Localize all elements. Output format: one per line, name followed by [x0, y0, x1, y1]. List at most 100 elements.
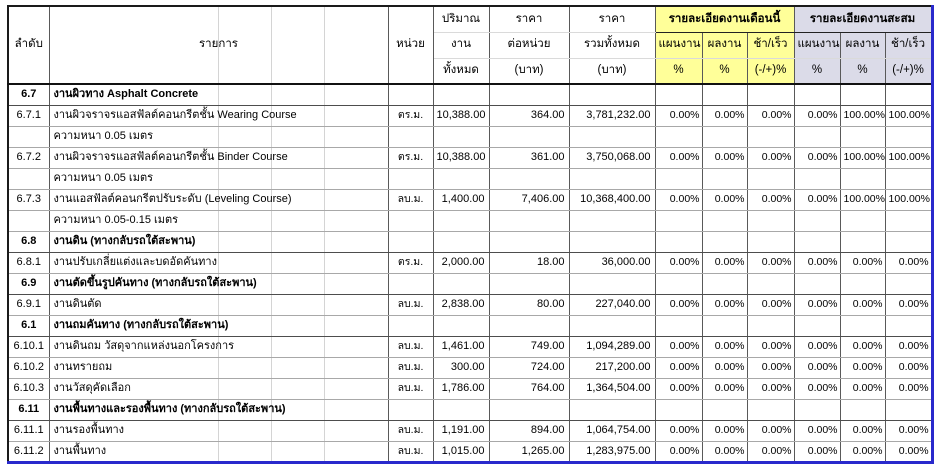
cell-total[interactable]	[568, 272, 656, 295]
cell-c_actual[interactable]: 100.00%	[839, 104, 886, 127]
cell-c_diff[interactable]: 0.00%	[884, 419, 933, 442]
cell-no[interactable]: 6.1	[7, 314, 50, 337]
cell-no[interactable]	[7, 209, 50, 232]
cell-c_diff[interactable]	[884, 125, 933, 148]
cell-c_actual[interactable]: 100.00%	[839, 188, 886, 211]
cell-m_diff[interactable]	[746, 209, 795, 232]
cell-qty[interactable]	[432, 125, 490, 148]
cell-m_diff[interactable]	[746, 167, 795, 190]
cell-qty[interactable]: 2,838.00	[432, 293, 490, 316]
col-header-month-plan[interactable]: แผนงาน	[654, 31, 703, 59]
cell-c_diff[interactable]	[884, 398, 933, 421]
cell-m_actual[interactable]	[701, 398, 748, 421]
cell-item[interactable]: งานแอสฟัลต์คอนกรีตปรับระดับ (Leveling Co…	[48, 188, 389, 211]
cell-unit[interactable]: ตร.ม.	[387, 104, 434, 127]
cell-qty[interactable]: 1,400.00	[432, 188, 490, 211]
cell-m_actual[interactable]: 0.00%	[701, 104, 748, 127]
group-header-cumulative[interactable]: รายละเอียดงานสะสม	[793, 5, 933, 33]
cell-c_actual[interactable]	[839, 167, 886, 190]
cell-qty[interactable]: 1,786.00	[432, 377, 490, 400]
cell-unit_price[interactable]: 18.00	[488, 251, 570, 274]
cell-m_plan[interactable]: 0.00%	[654, 356, 703, 379]
cell-item[interactable]: งานทรายถม	[48, 356, 389, 379]
cell-unit[interactable]	[387, 398, 434, 421]
cell-m_diff[interactable]: 0.00%	[746, 335, 795, 358]
cell-c_plan[interactable]	[793, 314, 841, 337]
cell-qty[interactable]	[432, 83, 490, 106]
cell-c_plan[interactable]: 0.00%	[793, 146, 841, 169]
cell-no[interactable]: 6.8.1	[7, 251, 50, 274]
cell-m_actual[interactable]: 0.00%	[701, 293, 748, 316]
cell-unit_price[interactable]: 724.00	[488, 356, 570, 379]
cell-m_actual[interactable]	[701, 314, 748, 337]
cell-unit_price[interactable]	[488, 314, 570, 337]
cell-c_actual[interactable]: 0.00%	[839, 335, 886, 358]
cell-c_actual[interactable]: 100.00%	[839, 146, 886, 169]
cell-c_plan[interactable]	[793, 398, 841, 421]
cell-qty[interactable]	[432, 230, 490, 253]
col-header-month-actual[interactable]: ผลงาน	[701, 31, 748, 59]
cell-c_diff[interactable]	[884, 83, 933, 106]
cell-item[interactable]: งานถมคันทาง (ทางกลับรถใต้สะพาน)	[48, 314, 389, 337]
cell-total[interactable]: 10,368,400.00	[568, 188, 656, 211]
cell-unit_price[interactable]	[488, 125, 570, 148]
cell-item[interactable]: ความหนา 0.05-0.15 เมตร	[48, 209, 389, 232]
cell-m_plan[interactable]: 0.00%	[654, 293, 703, 316]
cell-total[interactable]: 1,094,289.00	[568, 335, 656, 358]
cell-c_actual[interactable]: 0.00%	[839, 377, 886, 400]
cell-c_diff[interactable]	[884, 209, 933, 232]
cell-c_plan[interactable]: 0.00%	[793, 377, 841, 400]
cell-c_diff[interactable]	[884, 230, 933, 253]
cell-unit[interactable]: ลบ.ม.	[387, 356, 434, 379]
cell-unit_price[interactable]: 749.00	[488, 335, 570, 358]
cell-total[interactable]	[568, 230, 656, 253]
cell-m_plan[interactable]: 0.00%	[654, 251, 703, 274]
col-header-cum-diff[interactable]: ช้า/เร็ว	[884, 31, 933, 59]
cell-item[interactable]: ความหนา 0.05 เมตร	[48, 125, 389, 148]
cell-m_actual[interactable]: 0.00%	[701, 188, 748, 211]
cell-item[interactable]: งานดินตัด	[48, 293, 389, 316]
cell-m_diff[interactable]	[746, 398, 795, 421]
cell-unit[interactable]	[387, 230, 434, 253]
cell-unit[interactable]	[387, 83, 434, 106]
cell-unit[interactable]: ลบ.ม.	[387, 419, 434, 442]
cell-m_actual[interactable]	[701, 272, 748, 295]
cell-qty[interactable]: 1,015.00	[432, 440, 490, 463]
cell-total[interactable]: 1,283,975.00	[568, 440, 656, 463]
cell-qty[interactable]: 1,461.00	[432, 335, 490, 358]
cell-no[interactable]: 6.11.1	[7, 419, 50, 442]
cell-c_plan[interactable]: 0.00%	[793, 356, 841, 379]
col-header-month-diff[interactable]: ช้า/เร็ว	[746, 31, 795, 59]
cell-qty[interactable]: 10,388.00	[432, 104, 490, 127]
cell-m_plan[interactable]	[654, 398, 703, 421]
cell-no[interactable]: 6.9.1	[7, 293, 50, 316]
cell-qty[interactable]	[432, 272, 490, 295]
cell-unit_price[interactable]: 80.00	[488, 293, 570, 316]
cell-unit[interactable]	[387, 209, 434, 232]
cell-qty[interactable]	[432, 398, 490, 421]
cell-unit_price[interactable]	[488, 230, 570, 253]
cell-unit[interactable]: ลบ.ม.	[387, 440, 434, 463]
cell-no[interactable]: 6.10.2	[7, 356, 50, 379]
cell-no[interactable]: 6.7	[7, 83, 50, 106]
cell-c_diff[interactable]: 100.00%	[884, 146, 933, 169]
cell-qty[interactable]	[432, 167, 490, 190]
cell-no[interactable]: 6.10.1	[7, 335, 50, 358]
col-header-unitprice-line3[interactable]: (บาท)	[488, 57, 570, 85]
cell-m_diff[interactable]: 0.00%	[746, 356, 795, 379]
cell-m_plan[interactable]	[654, 167, 703, 190]
cell-no[interactable]: 6.10.3	[7, 377, 50, 400]
cell-no[interactable]: 6.9	[7, 272, 50, 295]
cell-c_plan[interactable]: 0.00%	[793, 419, 841, 442]
cell-c_diff[interactable]: 0.00%	[884, 440, 933, 463]
col-header-cum-actual[interactable]: ผลงาน	[839, 31, 886, 59]
cell-c_actual[interactable]	[839, 230, 886, 253]
cell-c_diff[interactable]	[884, 314, 933, 337]
cell-qty[interactable]: 300.00	[432, 356, 490, 379]
cell-item[interactable]: งานรองพื้นทาง	[48, 419, 389, 442]
cell-total[interactable]	[568, 167, 656, 190]
cell-unit[interactable]	[387, 314, 434, 337]
cell-total[interactable]: 3,750,068.00	[568, 146, 656, 169]
cell-c_actual[interactable]: 0.00%	[839, 356, 886, 379]
col-header-cum-plan-pct[interactable]: %	[793, 57, 841, 85]
